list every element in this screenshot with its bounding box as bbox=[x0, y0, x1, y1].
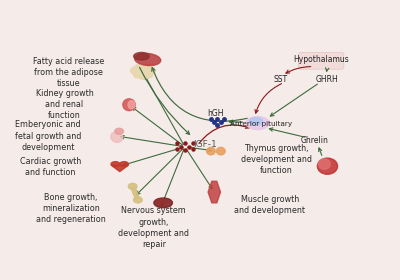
Circle shape bbox=[130, 67, 142, 74]
Ellipse shape bbox=[317, 158, 338, 174]
Ellipse shape bbox=[128, 101, 135, 109]
Polygon shape bbox=[111, 165, 128, 172]
Ellipse shape bbox=[134, 52, 149, 60]
Ellipse shape bbox=[134, 53, 161, 66]
Ellipse shape bbox=[250, 118, 263, 125]
Ellipse shape bbox=[154, 198, 172, 208]
Text: Kidney growth
and renal
function: Kidney growth and renal function bbox=[36, 89, 94, 120]
Circle shape bbox=[144, 72, 153, 78]
Polygon shape bbox=[131, 187, 140, 199]
Circle shape bbox=[115, 128, 124, 134]
Text: hGH: hGH bbox=[208, 109, 224, 118]
Ellipse shape bbox=[216, 147, 225, 155]
Text: Nervous system
growth,
development and
repair: Nervous system growth, development and r… bbox=[118, 206, 189, 249]
Text: Thymus growth,
development and
function: Thymus growth, development and function bbox=[241, 144, 312, 175]
Circle shape bbox=[128, 183, 137, 189]
Text: Ghrelin: Ghrelin bbox=[301, 136, 329, 145]
Ellipse shape bbox=[157, 199, 166, 204]
Text: SST: SST bbox=[274, 75, 288, 85]
FancyBboxPatch shape bbox=[299, 52, 344, 69]
Circle shape bbox=[136, 68, 150, 77]
Text: Bone growth,
mineralization
and regeneration: Bone growth, mineralization and regenera… bbox=[36, 193, 106, 224]
Circle shape bbox=[144, 67, 155, 74]
Text: Muscle growth
and development: Muscle growth and development bbox=[234, 195, 306, 215]
Ellipse shape bbox=[111, 132, 123, 143]
Ellipse shape bbox=[123, 99, 135, 111]
Ellipse shape bbox=[120, 162, 128, 166]
Ellipse shape bbox=[246, 116, 269, 130]
Text: Fatty acid release
from the adipose
tissue: Fatty acid release from the adipose tiss… bbox=[33, 57, 104, 88]
Circle shape bbox=[135, 64, 144, 71]
Text: Anterior pituitary: Anterior pituitary bbox=[230, 121, 292, 127]
Circle shape bbox=[139, 73, 147, 79]
Text: IGF-1: IGF-1 bbox=[194, 140, 217, 149]
Text: Cardiac growth
and function: Cardiac growth and function bbox=[20, 157, 81, 177]
Text: Hypothalamus: Hypothalamus bbox=[293, 55, 349, 64]
Text: Emberyonic and
fetal growth and
development: Emberyonic and fetal growth and developm… bbox=[15, 120, 81, 151]
Circle shape bbox=[133, 72, 142, 78]
Text: GHRH: GHRH bbox=[316, 75, 339, 85]
Circle shape bbox=[142, 64, 151, 71]
Polygon shape bbox=[208, 181, 220, 203]
Ellipse shape bbox=[206, 147, 215, 155]
Ellipse shape bbox=[111, 162, 120, 166]
Ellipse shape bbox=[318, 159, 330, 169]
Circle shape bbox=[134, 197, 142, 203]
